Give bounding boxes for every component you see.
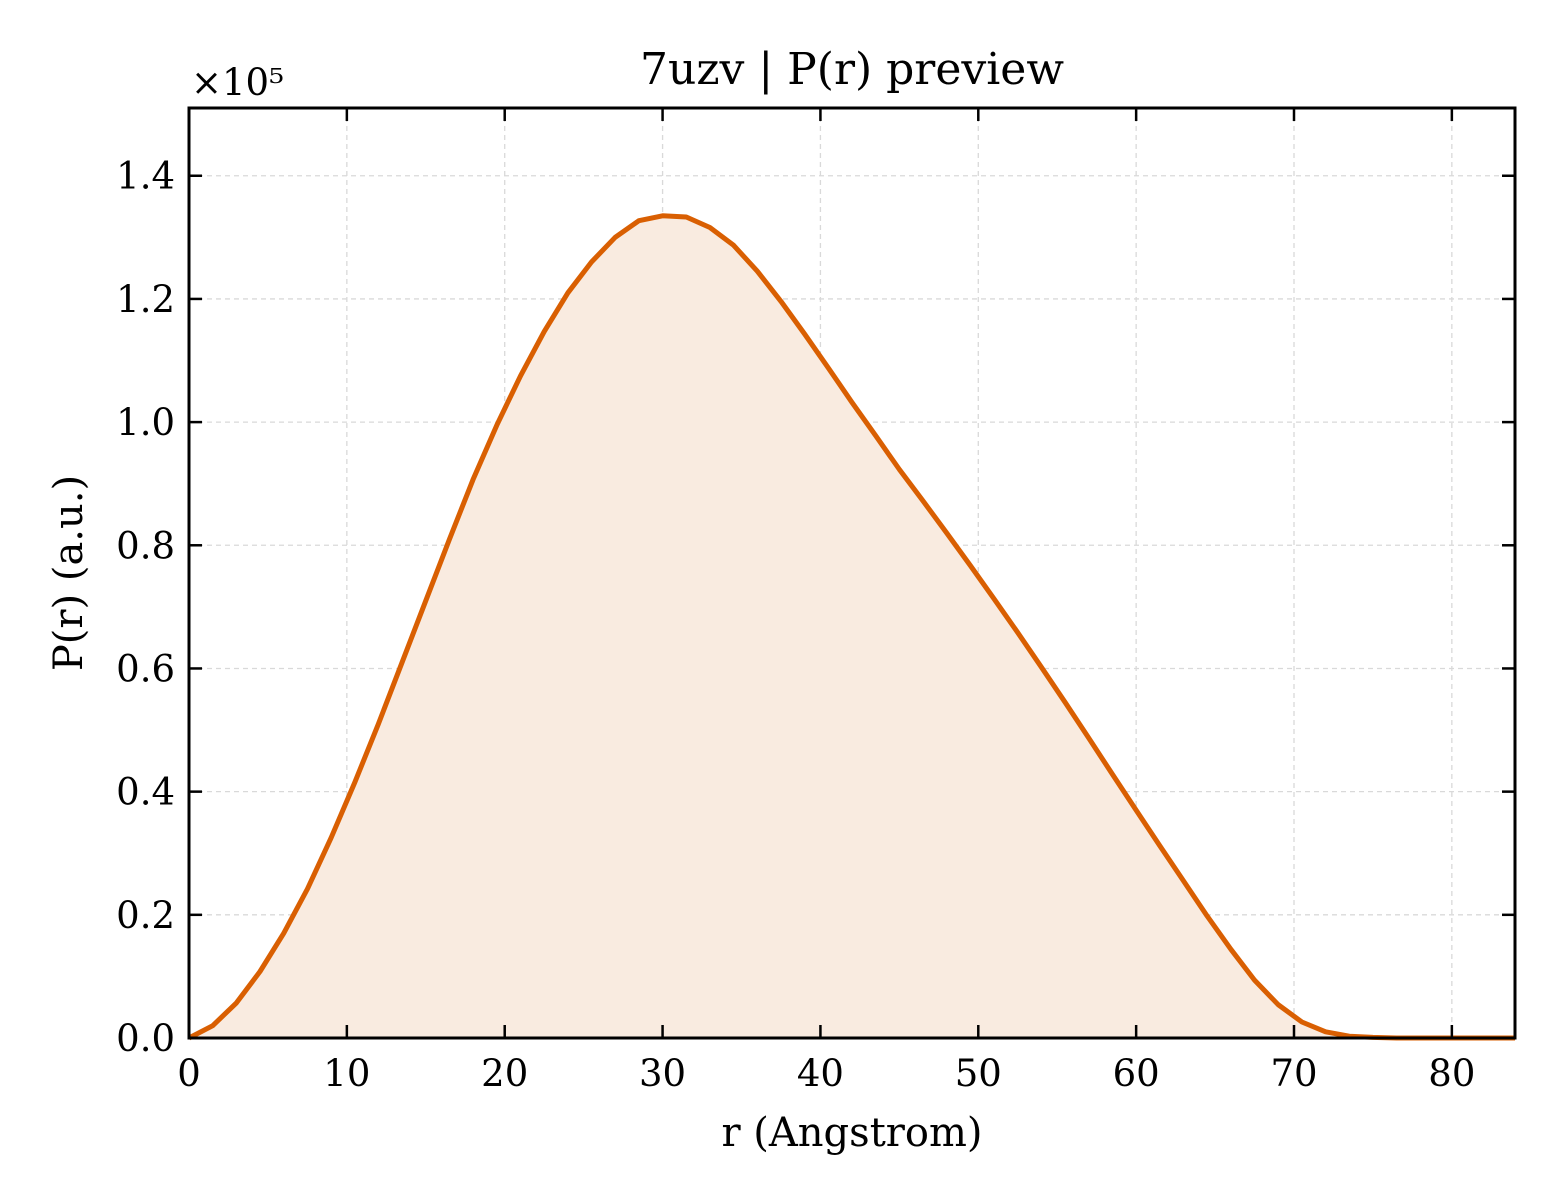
x-tick-label: 20 [481, 1052, 528, 1095]
y-tick-label: 0.4 [116, 771, 175, 814]
series-line [187, 213, 1515, 1041]
x-axis-label: r (Angstrom) [721, 1110, 982, 1156]
y-tick-label: 1.0 [116, 401, 175, 444]
chart-title: 7uzv | P(r) preview [640, 44, 1064, 95]
x-tick-label: 40 [797, 1052, 844, 1095]
y-offset-label: ×10⁵ [191, 61, 284, 104]
ticks [187, 108, 1515, 1040]
y-tick-label: 0.0 [116, 1017, 175, 1060]
y-tick-label: 1.2 [116, 278, 175, 321]
area-fill [189, 215, 1515, 1039]
y-tick-label: 0.8 [116, 524, 175, 567]
x-tick-label: 50 [955, 1052, 1002, 1095]
x-tick-label: 30 [639, 1052, 686, 1095]
x-tick-label: 70 [1270, 1052, 1317, 1095]
x-tick-label: 80 [1428, 1052, 1475, 1095]
y-axis-label: P(r) (a.u.) [46, 475, 92, 671]
x-tick-label: 10 [323, 1052, 370, 1095]
y-tick-label: 1.4 [116, 155, 175, 198]
x-tick-label: 60 [1113, 1052, 1160, 1095]
plot-frame [187, 106, 1517, 1040]
tick-labels: 0 10 20 30 40 50 60 70 80 0.0 0.2 0.4 0.6 0.8 1.0 1.2 1.… [116, 155, 1475, 1095]
y-tick-label: 0.2 [116, 894, 175, 937]
x-tick-label: 0 [177, 1052, 201, 1095]
y-tick-label: 0.6 [116, 647, 175, 690]
